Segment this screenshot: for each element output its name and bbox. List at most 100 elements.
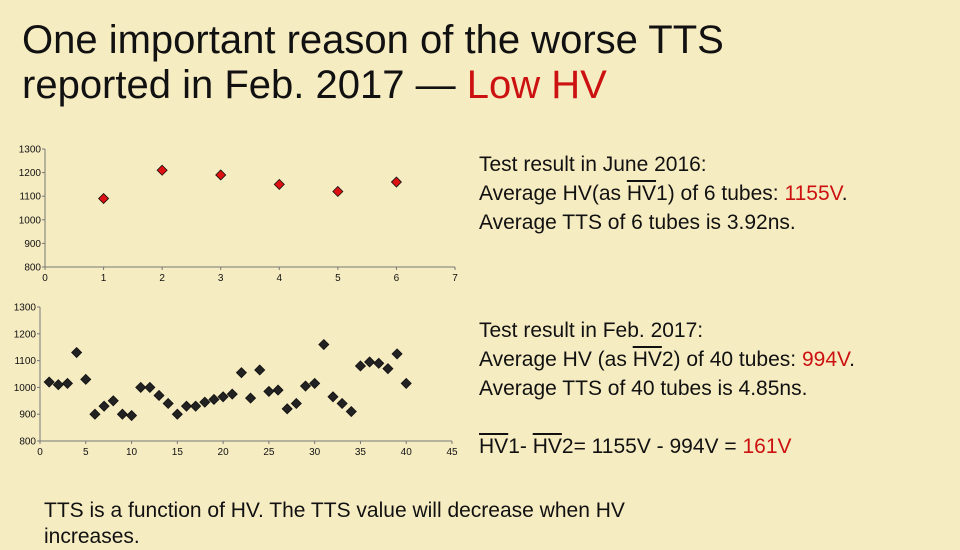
data-point-feb (144, 381, 156, 393)
y-tick-label: 1100 (14, 356, 36, 367)
y-tick-label: 800 (19, 437, 36, 448)
x-tick-label: 40 (401, 447, 413, 458)
feb-summary-hv: Average HV (as HV2) of 40 tubes: 994V. (479, 345, 855, 374)
title-line-1: One important reason of the worse TTS (22, 18, 724, 62)
y-tick-label: 900 (19, 410, 36, 421)
data-point-feb (327, 391, 339, 403)
conclusion-text: TTS is a function of HV. The TTS value w… (44, 498, 944, 550)
feb-summary-tts: Average TTS of 40 tubes is 4.85ns. (479, 377, 808, 400)
formula-result: 161V (742, 435, 792, 458)
x-tick-label: 35 (355, 447, 367, 458)
data-point-feb (354, 360, 367, 372)
data-point-feb (299, 380, 312, 392)
x-tick-label: 0 (37, 447, 43, 458)
data-point-june (98, 192, 110, 205)
feb-2017-summary: Test result in Feb. 2017: Average HV (as… (479, 316, 855, 403)
data-point-feb (208, 393, 220, 406)
data-point-feb (400, 377, 412, 389)
title-highlight: Low HV (466, 63, 607, 107)
data-point-feb (382, 363, 394, 375)
y-tick-label: 1300 (14, 303, 37, 314)
data-point-feb (125, 409, 138, 422)
data-point-feb (235, 367, 247, 379)
data-point-feb (391, 348, 403, 360)
x-tick-label: 0 (42, 273, 48, 284)
data-point-feb (52, 379, 64, 391)
formula-hv1-symbol: HV (479, 435, 509, 458)
x-tick-label: 45 (446, 447, 458, 458)
x-tick-label: 15 (172, 447, 184, 458)
data-point-feb (245, 392, 257, 404)
data-point-feb (290, 397, 302, 410)
data-point-feb (190, 400, 202, 412)
data-point-june (273, 178, 285, 190)
x-tick-label: 1 (101, 273, 107, 284)
y-tick-label: 1000 (19, 215, 42, 226)
feb-hv-text-end: . (849, 348, 855, 371)
conclusion-line-2: increases. (44, 525, 140, 548)
data-point-feb (162, 397, 174, 410)
feb-hv-value: 994V (801, 348, 850, 371)
data-point-feb (71, 346, 83, 359)
june-hv-text-pre: Average HV(as (479, 182, 627, 205)
data-point-feb (98, 400, 110, 412)
x-tick-label: 5 (335, 273, 341, 284)
june-summary-tts: Average TTS of 6 tubes is 3.92ns. (479, 211, 796, 234)
june-hv-symbol: HV (626, 182, 657, 205)
formula-part-2: 2= 1155V - 994V = (561, 435, 743, 458)
data-point-feb (373, 357, 385, 369)
x-tick-label: 4 (277, 273, 283, 284)
x-tick-label: 7 (452, 273, 458, 284)
y-tick-label: 1100 (19, 192, 41, 203)
y-tick-label: 1200 (19, 168, 42, 179)
data-point-june (390, 176, 402, 188)
data-point-feb (345, 405, 357, 418)
june-hv-text-post: 1) of 6 tubes: (656, 182, 785, 205)
june-summary-hv: Average HV(as HV1) of 6 tubes: 1155V. (479, 179, 848, 208)
feb-hv-text-post: 2) of 40 tubes: (661, 348, 802, 371)
data-point-feb (80, 373, 92, 385)
data-point-feb (217, 391, 229, 403)
x-tick-label: 30 (309, 447, 321, 458)
x-tick-label: 3 (218, 273, 224, 284)
data-point-june (156, 164, 168, 176)
data-point-feb (153, 389, 165, 402)
y-tick-label: 1300 (19, 145, 42, 156)
x-tick-label: 10 (126, 447, 138, 458)
feb-hv-text-pre: Average HV (as (479, 348, 633, 371)
data-point-feb (272, 384, 284, 396)
data-point-june (215, 169, 227, 181)
data-point-feb (281, 403, 293, 415)
x-tick-label: 25 (263, 447, 275, 458)
title-line-2: reported in Feb. 2017 — Low HV (22, 63, 922, 108)
conclusion-line-1: TTS is a function of HV. The TTS value w… (44, 499, 625, 522)
data-point-feb (171, 408, 183, 420)
june-hv-text-end: . (841, 182, 848, 205)
data-point-feb (263, 385, 275, 397)
slide-title: One important reason of the worse TTS re… (22, 18, 922, 108)
june-hv-value: 1155V (784, 182, 842, 205)
data-point-feb (61, 377, 74, 389)
formula-hv2-symbol: HV (532, 435, 562, 458)
data-point-feb (254, 364, 266, 376)
formula-part-1: 1- (508, 435, 533, 458)
data-point-feb (309, 377, 321, 389)
data-point-feb (199, 396, 211, 408)
june-summary-heading: Test result in June 2016: (479, 153, 707, 176)
data-point-feb (135, 381, 147, 393)
data-point-feb (336, 397, 348, 410)
data-point-feb (318, 338, 330, 351)
hv-difference-formula: HV1- HV2= 1155V - 994V = 161V (479, 432, 792, 461)
y-tick-label: 900 (24, 239, 41, 250)
data-point-june (332, 185, 344, 198)
x-tick-label: 5 (83, 447, 89, 458)
june-2016-summary: Test result in June 2016: Average HV(as … (479, 150, 848, 237)
data-point-feb (107, 395, 119, 407)
x-tick-label: 6 (394, 273, 400, 284)
x-tick-label: 2 (159, 273, 165, 284)
data-point-feb (116, 408, 128, 420)
data-point-feb (89, 408, 101, 420)
title-line-2-prefix: reported in Feb. 2017 — (22, 63, 467, 107)
